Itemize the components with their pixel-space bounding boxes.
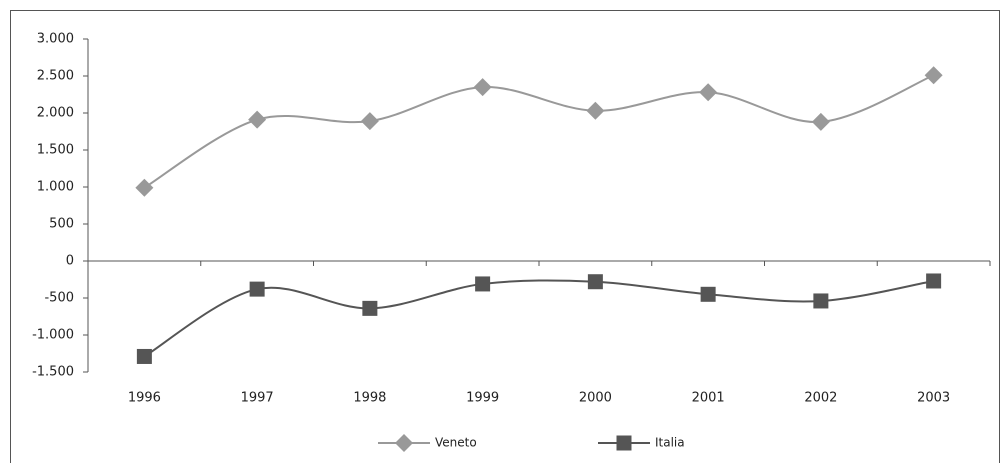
y-tick-label: 1.500 [37,143,74,158]
marker [616,435,632,451]
y-tick-label: 1.000 [37,180,74,195]
x-tick-label: 1997 [241,391,274,406]
marker [135,178,154,197]
marker [813,293,829,309]
series-line [143,74,935,189]
y-tick-label: -1.500 [32,365,74,380]
marker [473,78,492,97]
legend-label: Italia [655,436,685,450]
x-tick-label: 1996 [128,391,161,406]
x-tick-label: 2003 [917,391,950,406]
marker [360,112,379,131]
marker [587,274,603,290]
marker [699,83,718,102]
x-tick-label: 2002 [804,391,837,406]
y-tick-label: -1.000 [32,328,74,343]
x-tick-label: 2000 [579,391,612,406]
marker [811,112,830,131]
marker [249,281,265,297]
y-tick-label: 3.000 [37,32,74,47]
legend-label: Veneto [435,436,477,450]
marker [926,273,942,289]
marker [362,300,378,316]
marker [586,101,605,120]
marker [700,286,716,302]
marker [248,110,267,129]
y-tick-label: 0 [66,254,74,269]
y-tick-label: 2.000 [37,106,74,121]
y-tick-label: -500 [44,291,74,306]
y-tick-label: 2.500 [37,69,74,84]
chart-border [10,10,1000,463]
x-tick-label: 2001 [692,391,725,406]
x-tick-label: 1999 [466,391,499,406]
marker [136,348,152,364]
marker [924,66,943,85]
y-tick-label: 500 [49,217,74,232]
marker [395,434,413,452]
x-tick-label: 1998 [353,391,386,406]
marker [475,276,491,292]
